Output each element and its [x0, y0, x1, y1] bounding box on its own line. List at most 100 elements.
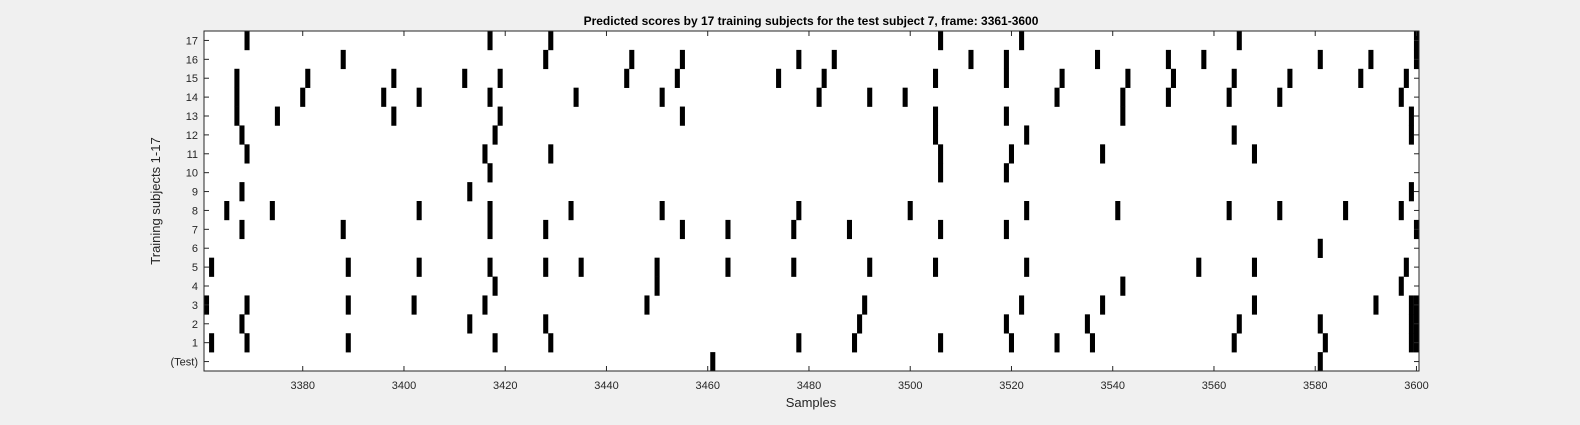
mark-row-17-1	[487, 31, 493, 51]
mark-row-13-7	[1120, 106, 1126, 126]
mark-row-14-10	[1054, 87, 1060, 107]
mark-row-11-3	[938, 144, 944, 164]
mark-row-14-15	[1398, 87, 1404, 107]
mark-row-13-1	[274, 106, 280, 126]
mark-row-15-6	[674, 68, 680, 88]
mark-row-15-4	[497, 68, 503, 88]
mark-row-14-11	[1120, 87, 1126, 107]
mark-row-3-4	[482, 295, 488, 315]
y-tick-label-1: 1	[192, 338, 198, 350]
mark-row-5-4	[543, 257, 549, 277]
mark-row-1-4	[548, 333, 554, 353]
mark-row-13-6	[1003, 106, 1009, 126]
y-tick-label-6: 6	[192, 243, 198, 255]
marks-layer	[204, 31, 1419, 372]
mark-row-10-1	[938, 163, 944, 183]
mark-row-5-10	[933, 257, 939, 277]
mark-row-4-3	[1398, 276, 1404, 296]
mark-row-5-3	[487, 257, 493, 277]
mark-row-15-8	[821, 68, 827, 88]
mark-row-5-1	[345, 257, 351, 277]
mark-row-5-2	[416, 257, 422, 277]
mark-row-15-9	[933, 68, 939, 88]
mark-row-16-1	[543, 49, 549, 70]
mark-row-12-0	[239, 125, 245, 145]
mark-row-3-10	[1373, 295, 1379, 315]
mark-row-10-2	[1003, 163, 1009, 183]
mark-row-14-4	[487, 87, 493, 107]
mark-row-14-9	[902, 87, 908, 107]
mark-row-4-0	[492, 276, 498, 296]
mark-row-15-10	[1003, 68, 1009, 88]
mark-row-7-9	[1003, 219, 1009, 240]
mark-row-16-0	[340, 49, 346, 70]
mark-row-16-11	[1317, 49, 1323, 70]
mark-row-0-1	[1317, 352, 1323, 372]
mark-row-8-4	[568, 201, 574, 221]
x-tick-label-10: 3580	[1303, 380, 1327, 392]
mark-row-1-6	[852, 333, 858, 353]
mark-row-14-5	[573, 87, 579, 107]
mark-row-5-5	[578, 257, 584, 277]
mark-row-2-7	[1317, 314, 1323, 334]
y-axis-label: Training subjects 1-17	[148, 137, 163, 264]
mark-row-2-6	[1236, 314, 1242, 334]
plot-border	[203, 30, 1420, 372]
mark-row-11-2	[548, 144, 554, 164]
mark-row-8-7	[907, 201, 913, 221]
mark-row-7-4	[679, 219, 685, 240]
mark-row-3-7	[1019, 295, 1025, 315]
mark-row-4-2	[1120, 276, 1126, 296]
mark-row-9-2	[1408, 182, 1414, 202]
mark-row-12-2	[933, 125, 939, 145]
mark-row-14-6	[659, 87, 665, 107]
mark-row-16-9	[1165, 49, 1171, 70]
y-tick-label-2: 2	[192, 319, 198, 331]
mark-row-5-8	[791, 257, 797, 277]
mark-row-7-6	[791, 219, 797, 240]
mark-row-4-1	[654, 276, 660, 296]
x-tick-label-2: 3420	[493, 380, 517, 392]
mark-row-3-8	[1100, 295, 1106, 315]
mark-row-13-4	[679, 106, 685, 126]
y-tick-label-13: 13	[186, 111, 198, 123]
mark-row-2-2	[543, 314, 549, 334]
mark-row-1-12	[1322, 333, 1328, 353]
mark-row-8-9	[1115, 201, 1121, 221]
mark-row-16-4	[796, 49, 802, 70]
mark-row-15-11	[1059, 68, 1065, 88]
plot-area	[204, 31, 1419, 371]
mark-row-5-11	[1024, 257, 1030, 277]
mark-row-16-10	[1201, 49, 1207, 70]
x-tick-label-4: 3460	[695, 380, 719, 392]
mark-row-17-3	[938, 31, 944, 51]
mark-row-2-4	[1003, 314, 1009, 334]
mark-row-1-13	[1408, 333, 1414, 353]
mark-row-15-12	[1125, 68, 1131, 88]
mark-row-2-0	[239, 314, 245, 334]
mark-row-9-1	[467, 182, 473, 202]
mark-row-14-0	[234, 87, 240, 107]
mark-row-2-1	[467, 314, 473, 334]
y-tick-label-12: 12	[186, 130, 198, 142]
x-tick-label-6: 3500	[898, 380, 922, 392]
mark-row-8-5	[659, 201, 665, 221]
x-tick-label-3: 3440	[594, 380, 618, 392]
mark-row-15-5	[624, 68, 630, 88]
mark-row-3-5	[644, 295, 650, 315]
mark-row-3-2	[345, 295, 351, 315]
y-tick-label-0: (Test)	[171, 357, 199, 369]
mark-row-11-6	[1251, 144, 1257, 164]
mark-row-2-3	[857, 314, 863, 334]
x-axis-label: Samples	[786, 395, 837, 410]
mark-row-1-5	[796, 333, 802, 353]
mark-row-16-2	[629, 49, 635, 70]
mark-row-1-10	[1089, 333, 1095, 353]
mark-row-13-2	[391, 106, 397, 126]
mark-row-1-2	[345, 333, 351, 353]
mark-row-13-0	[234, 106, 240, 126]
mark-row-14-12	[1165, 87, 1171, 107]
mark-row-5-0	[209, 257, 215, 277]
mark-row-1-3	[492, 333, 498, 353]
